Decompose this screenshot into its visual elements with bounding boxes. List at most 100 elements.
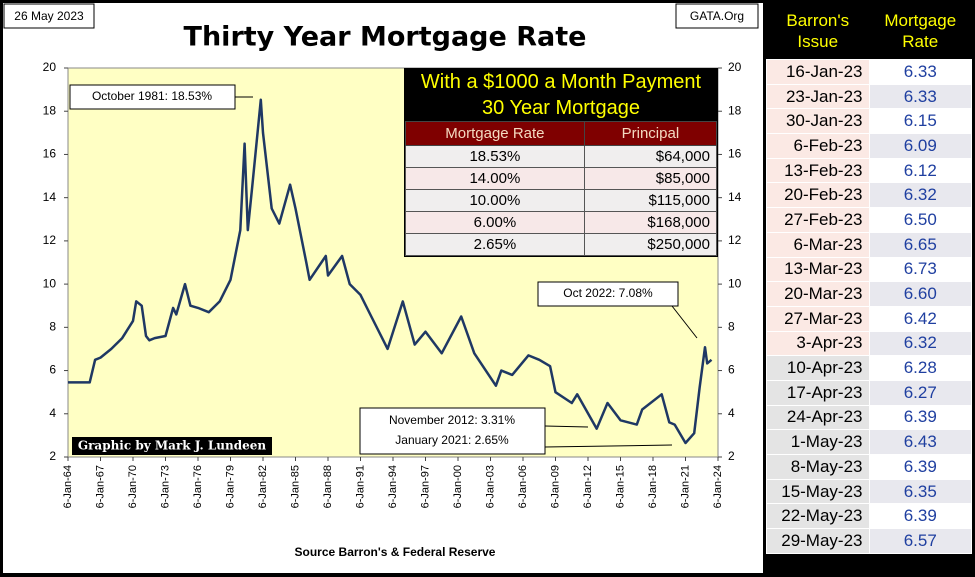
issue-date: 13-Feb-23 <box>766 157 870 184</box>
inset-title: With a $1000 a Month Payment <box>420 71 702 93</box>
rate: 6.65 <box>868 231 972 258</box>
inset-row: 18.53% $64,000 <box>405 145 718 168</box>
rate: 6.35 <box>868 478 972 505</box>
inset-title: 30 Year Mortgage <box>482 97 640 119</box>
date: 26 May 2023 <box>14 9 84 23</box>
y2-tick-label: 12 <box>728 233 742 247</box>
rates-row: 22-May-23 6.39 <box>766 503 972 530</box>
rate: 6.60 <box>868 281 972 307</box>
rate: 6.27 <box>868 379 972 406</box>
inset-principal: $85,000 <box>583 167 718 190</box>
y-tick-label: 20 <box>43 60 57 74</box>
issue-date: 13-Mar-23 <box>766 256 870 283</box>
rates-row: 10-Apr-23 6.28 <box>766 355 972 381</box>
inset-principal: $115,000 <box>583 189 718 212</box>
x-tick-label: 6-Jan-00 <box>452 465 464 508</box>
rate: 6.28 <box>868 355 972 381</box>
rate: 6.32 <box>868 182 972 209</box>
inset-row: 10.00% $115,000 <box>405 189 718 212</box>
y-tick-label: 6 <box>49 363 56 377</box>
rates-row: 20-Feb-23 6.32 <box>766 182 972 209</box>
rates-header: Mortgage Rate <box>869 3 972 60</box>
issue-date: 30-Jan-23 <box>766 108 870 135</box>
issue-date: 20-Feb-23 <box>766 182 870 209</box>
inset-principal: $168,000 <box>583 211 718 234</box>
issue-date: 3-Apr-23 <box>766 330 870 357</box>
x-tick-label: 6-Jan-79 <box>224 465 236 508</box>
rates-row: 3-Apr-23 6.32 <box>766 330 972 357</box>
x-tick-label: 6-Jan-03 <box>484 465 496 508</box>
issue-date: 27-Feb-23 <box>766 207 870 233</box>
x-tick-label: 6-Jan-76 <box>192 465 204 508</box>
inset-row: 6.00% $168,000 <box>405 211 718 234</box>
chart-title: Thirty Year Mortgage Rate <box>184 22 587 53</box>
rates-row: 30-Jan-23 6.15 <box>766 108 972 135</box>
y2-tick-label: 8 <box>728 320 735 334</box>
rates-row: 20-Mar-23 6.60 <box>766 281 972 307</box>
inset-rate: 6.00% <box>405 211 585 234</box>
rate: 6.73 <box>868 256 972 283</box>
x-tick-label: 6-Jan-85 <box>289 465 301 508</box>
x-tick-label: 6-Jan-18 <box>647 465 659 508</box>
x-tick-label: 6-Jan-97 <box>419 465 431 508</box>
rates-row: 15-May-23 6.35 <box>766 478 972 505</box>
rate-line <box>68 98 713 445</box>
inset-row: 14.00% $85,000 <box>405 167 718 190</box>
x-tick-label: 6-Jan-70 <box>127 465 139 508</box>
x-tick-label: 6-Jan-21 <box>679 465 691 508</box>
issue-date: 27-Mar-23 <box>766 305 870 332</box>
rates-row: 13-Mar-23 6.73 <box>766 256 972 283</box>
rates-row: 6-Feb-23 6.09 <box>766 133 972 159</box>
x-tick-label: 6-Jan-91 <box>354 465 366 508</box>
rates-row: 8-May-23 6.39 <box>766 454 972 480</box>
site-box <box>675 3 759 29</box>
inset-principal: $250,000 <box>583 233 718 256</box>
y2-tick-label: 10 <box>728 276 742 290</box>
annotation-arrow <box>544 425 589 428</box>
rates-row: 1-May-23 6.43 <box>766 429 972 455</box>
y2-tick-label: 20 <box>728 60 742 74</box>
x-tick-label: 6-Jan-15 <box>614 465 626 508</box>
rate: 6.39 <box>868 454 972 480</box>
x-tick-label: 6-Jan-06 <box>517 465 529 508</box>
inset-rate: 10.00% <box>405 189 585 212</box>
annotation-box <box>537 281 679 307</box>
y-tick-label: 18 <box>43 103 57 117</box>
y-tick-label: 8 <box>49 320 56 334</box>
annotation-arrow <box>544 444 673 448</box>
x-tick-label: 6-Jan-12 <box>582 465 594 508</box>
y2-tick-label: 14 <box>728 190 742 204</box>
y2-tick-label: 16 <box>728 147 742 161</box>
annotation-box <box>69 84 236 110</box>
source: Source Barron's & Federal Reserve <box>295 545 496 559</box>
inset-principal: $64,000 <box>583 145 718 168</box>
y-tick-label: 16 <box>43 147 57 161</box>
y-tick-label: 10 <box>43 276 57 290</box>
issue-date: 29-May-23 <box>766 528 870 554</box>
y2-tick-label: 2 <box>728 449 735 463</box>
issue-date: 24-Apr-23 <box>766 404 870 431</box>
credit-box <box>72 437 272 455</box>
inset-rate: 2.65% <box>405 233 585 256</box>
y2-tick-label: 4 <box>728 406 735 420</box>
y-tick-label: 2 <box>49 449 56 463</box>
x-tick-label: 6-Jan-09 <box>549 465 561 508</box>
rates-row: 17-Apr-23 6.27 <box>766 379 972 406</box>
y-tick-label: 14 <box>43 190 57 204</box>
y-tick-label: 12 <box>43 233 57 247</box>
inset-row: 2.65% $250,000 <box>405 233 718 256</box>
annotation: October 1981: 18.53% <box>92 89 212 103</box>
x-tick-label: 6-Jan-67 <box>94 465 106 508</box>
rate: 6.39 <box>868 503 972 530</box>
rate: 6.39 <box>868 404 972 431</box>
rate: 6.33 <box>868 59 972 85</box>
issue-date: 6-Mar-23 <box>766 231 870 258</box>
issue-date: 1-May-23 <box>766 429 870 455</box>
site: GATA.Org <box>690 9 744 23</box>
x-tick-label: 6-Jan-64 <box>62 465 74 508</box>
rates-header: Barron's Issue <box>766 3 869 60</box>
issue-date: 22-May-23 <box>766 503 870 530</box>
rate: 6.15 <box>868 108 972 135</box>
rate: 6.12 <box>868 157 972 184</box>
issue-date: 6-Feb-23 <box>766 133 870 159</box>
